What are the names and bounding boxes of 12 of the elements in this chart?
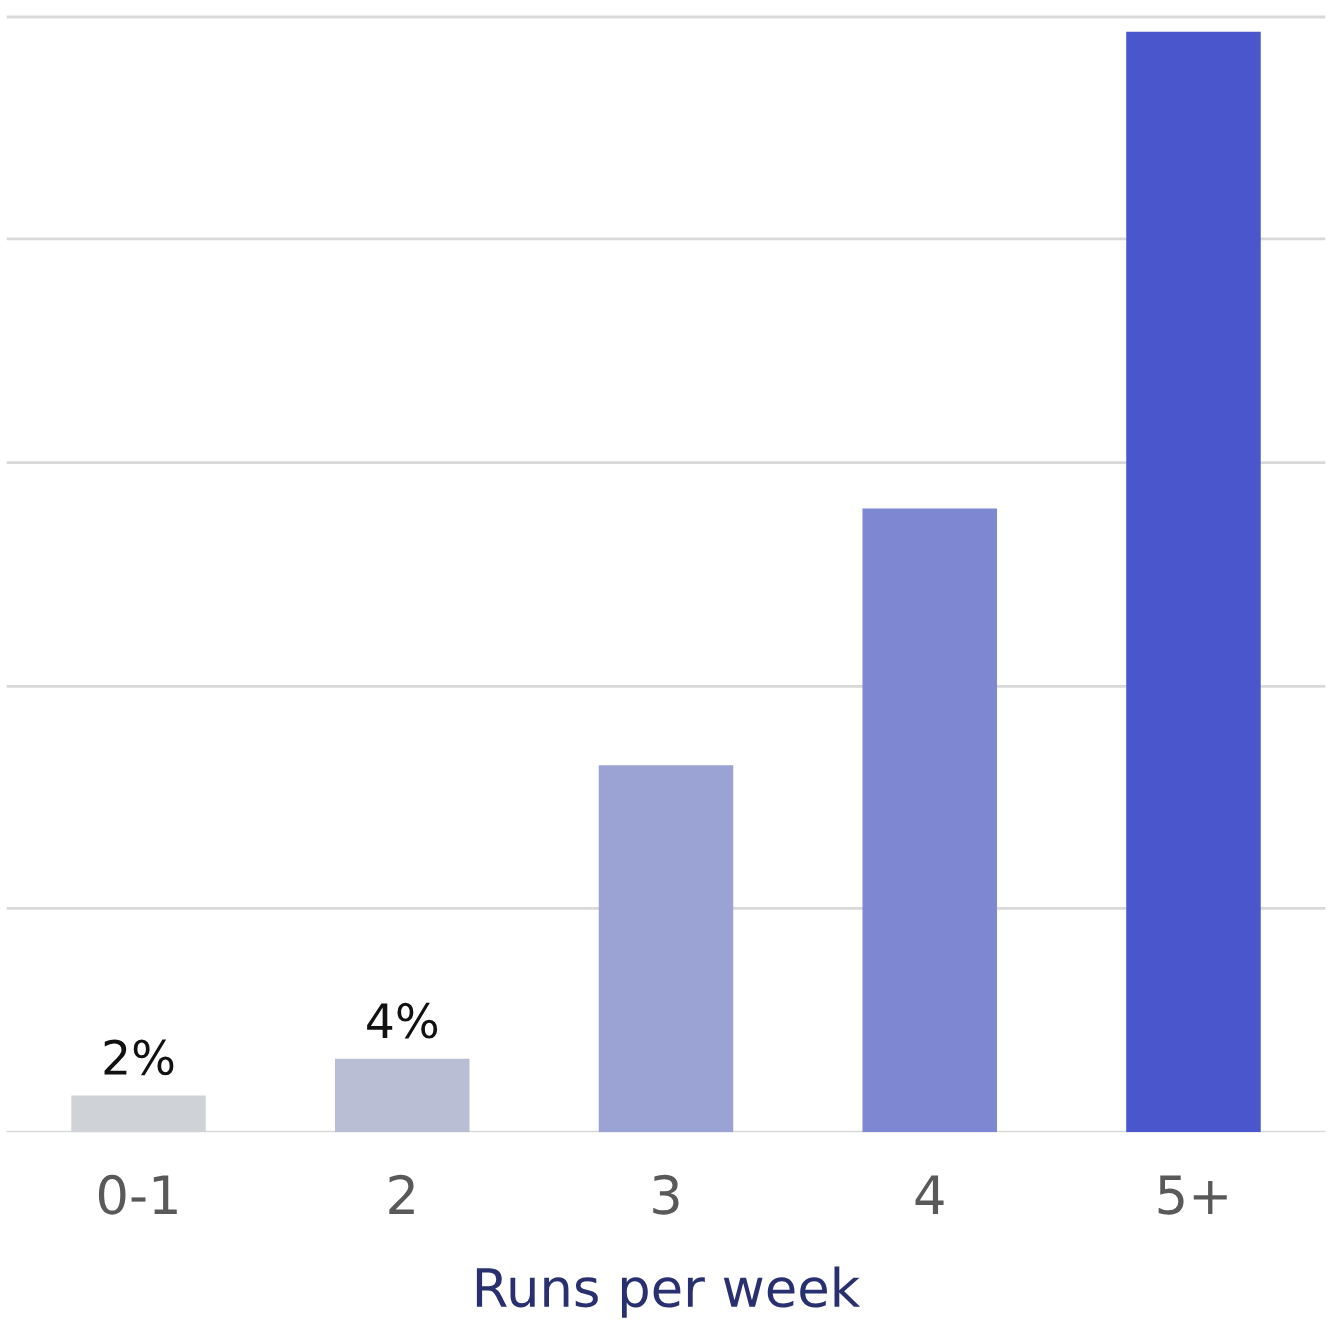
data-label: 2% [104, 1039, 174, 1076]
x-tick-label: 4 [915, 1175, 944, 1214]
x-tick-label: 2 [389, 1174, 414, 1214]
x-axis-title: Runs per week [476, 1266, 861, 1318]
x-tick-label: 5+ [1158, 1175, 1227, 1215]
bar [335, 1058, 470, 1133]
x-tick-label: 3 [653, 1174, 679, 1215]
data-label: 4% [367, 1002, 438, 1039]
bar [1126, 31, 1261, 1133]
x-tick-label: 0-1 [98, 1174, 177, 1215]
bar [862, 508, 997, 1133]
bar [598, 765, 734, 1133]
